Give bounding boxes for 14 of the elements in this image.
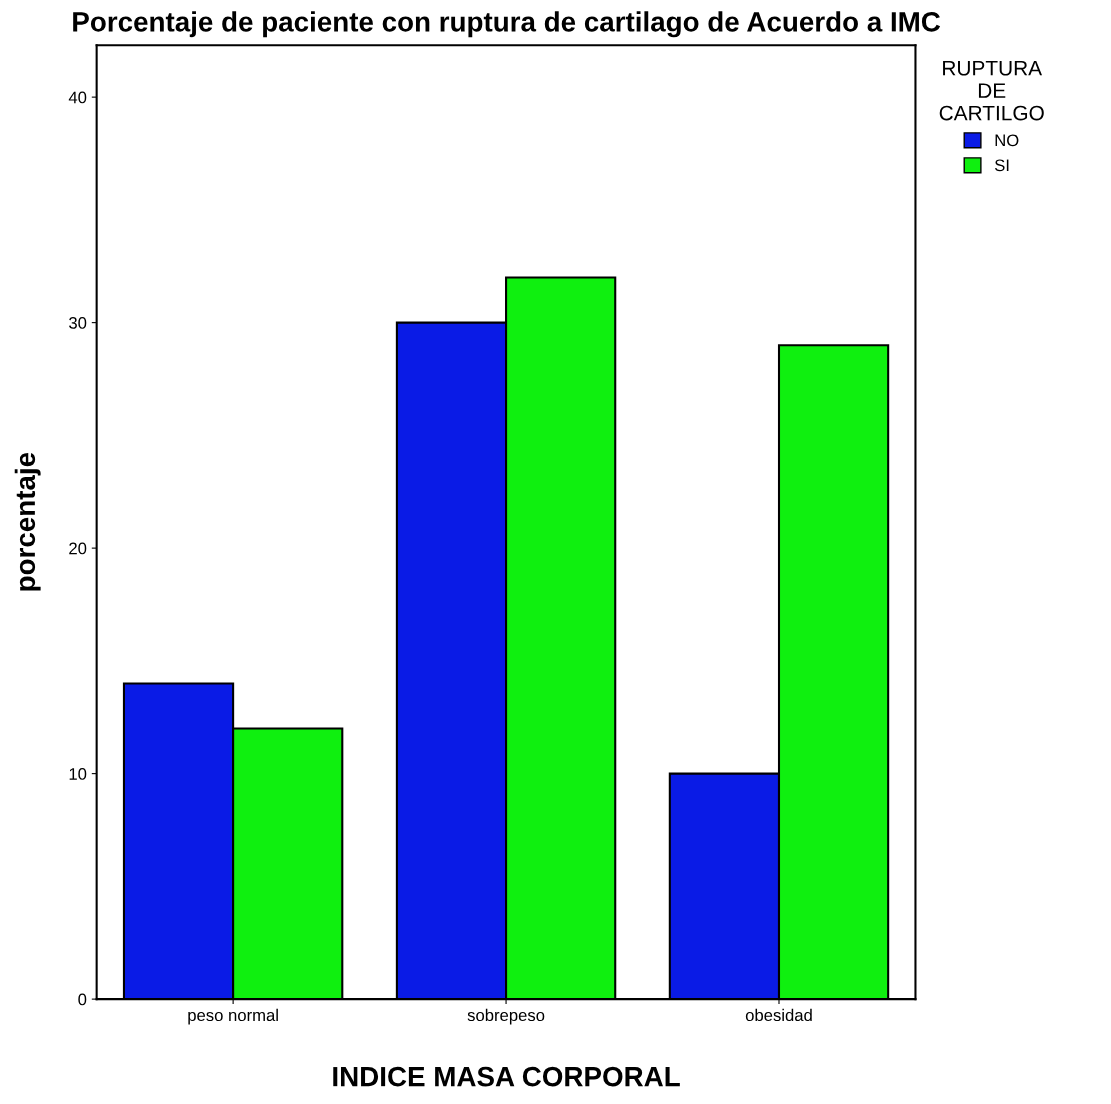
x-tick-label: peso normal [188,1008,278,1025]
y-tick-label: 20 [69,542,87,555]
y-axis-title: porcentaje [14,452,41,591]
legend-title: RUPTURA DE CARTILGO [939,61,1044,121]
y-tick-label: 30 [69,317,87,329]
x-tick-label: obesidad [745,1008,812,1022]
legend-label: SI [994,159,1009,172]
y-tick-label: 10 [69,768,87,780]
legend-label: NO [995,134,1019,147]
y-tick-label: 0 [78,993,87,1006]
x-axis-title: INDICE MASA CORPORAL [333,1066,680,1087]
y-tick-label: 40 [68,91,87,104]
x-tick-label: sobrepeso [467,1008,545,1025]
chart-title: Porcentaje de paciente con ruptura de cartilago de Acuerdo a IMC [73,11,941,38]
